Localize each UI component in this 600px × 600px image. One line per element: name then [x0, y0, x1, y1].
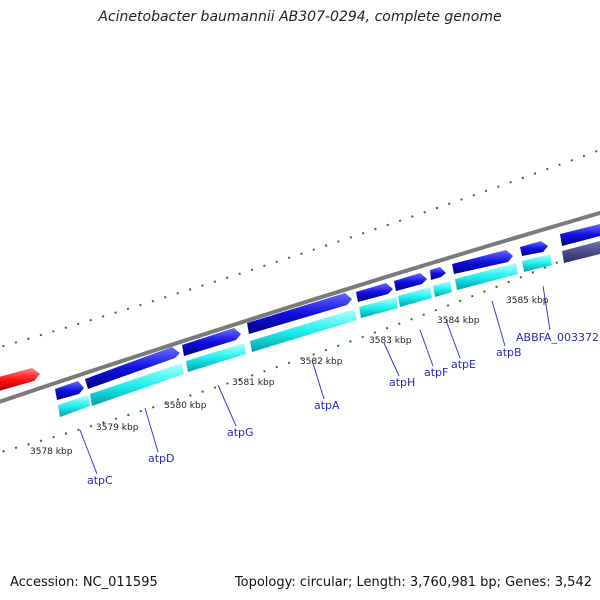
outer-scale-ring [0, 149, 600, 349]
cds-ABBFA_003372 [520, 241, 548, 256]
gene-label-atpB[interactable]: atpB [496, 346, 522, 359]
cds-atpE [430, 267, 446, 280]
gene-atpC [58, 395, 90, 417]
cds-atpG [182, 328, 241, 356]
cds-next [560, 224, 600, 246]
gene-atpG [186, 343, 246, 372]
gene-atpE [433, 281, 452, 297]
cds-atpB [452, 250, 513, 274]
gene-label-atpA[interactable]: atpA [314, 399, 340, 412]
gene-atpH [359, 297, 398, 318]
kbp-label-3584: 3584 kbp [437, 316, 480, 326]
gene-label-atpE[interactable]: atpE [451, 358, 476, 371]
genome-backbone [0, 210, 600, 404]
forward-cds-track [55, 224, 600, 400]
gene-atpF [398, 287, 432, 307]
gene-atpA [250, 309, 357, 352]
kbp-label-3582: 3582 kbp [300, 357, 343, 367]
accession-text: Accession: NC_011595 [10, 575, 158, 590]
label-leaders [79, 285, 551, 475]
cds-atpC [55, 381, 84, 400]
kbp-label-3585: 3585 kbp [506, 296, 549, 306]
gene-label-atpH[interactable]: atpH [389, 376, 415, 389]
genome-summary-text: Topology: circular; Length: 3,760,981 bp… [234, 575, 592, 590]
gene-next [562, 241, 600, 263]
gene-label-atpC[interactable]: atpC [87, 474, 113, 487]
kbp-label-3578: 3578 kbp [30, 447, 73, 457]
gene-atpB [455, 263, 518, 290]
gene-label-atpG[interactable]: atpG [227, 426, 254, 439]
cds-atpA [247, 293, 352, 334]
cds-atpH [356, 283, 393, 302]
kbp-label-3583: 3583 kbp [369, 336, 412, 346]
gene-label-ABBFA_003372[interactable]: ABBFA_003372 [516, 331, 599, 344]
map-title: Acinetobacter baumannii AB307-0294, comp… [98, 9, 502, 25]
cds-highlight-arrow [0, 368, 40, 391]
gene-ABBFA_003372 [522, 254, 552, 272]
kbp-label-3580: 3580 kbp [164, 401, 207, 411]
gene-label-atpD[interactable]: atpD [148, 452, 175, 465]
cds-atpF [394, 273, 427, 291]
gene-atpD [90, 363, 184, 406]
kbp-label-3579: 3579 kbp [96, 423, 139, 433]
cds-atpD [85, 347, 180, 389]
gene-track [58, 241, 600, 417]
gene-label-atpF[interactable]: atpF [424, 366, 448, 379]
kbp-label-3581: 3581 kbp [232, 378, 275, 388]
